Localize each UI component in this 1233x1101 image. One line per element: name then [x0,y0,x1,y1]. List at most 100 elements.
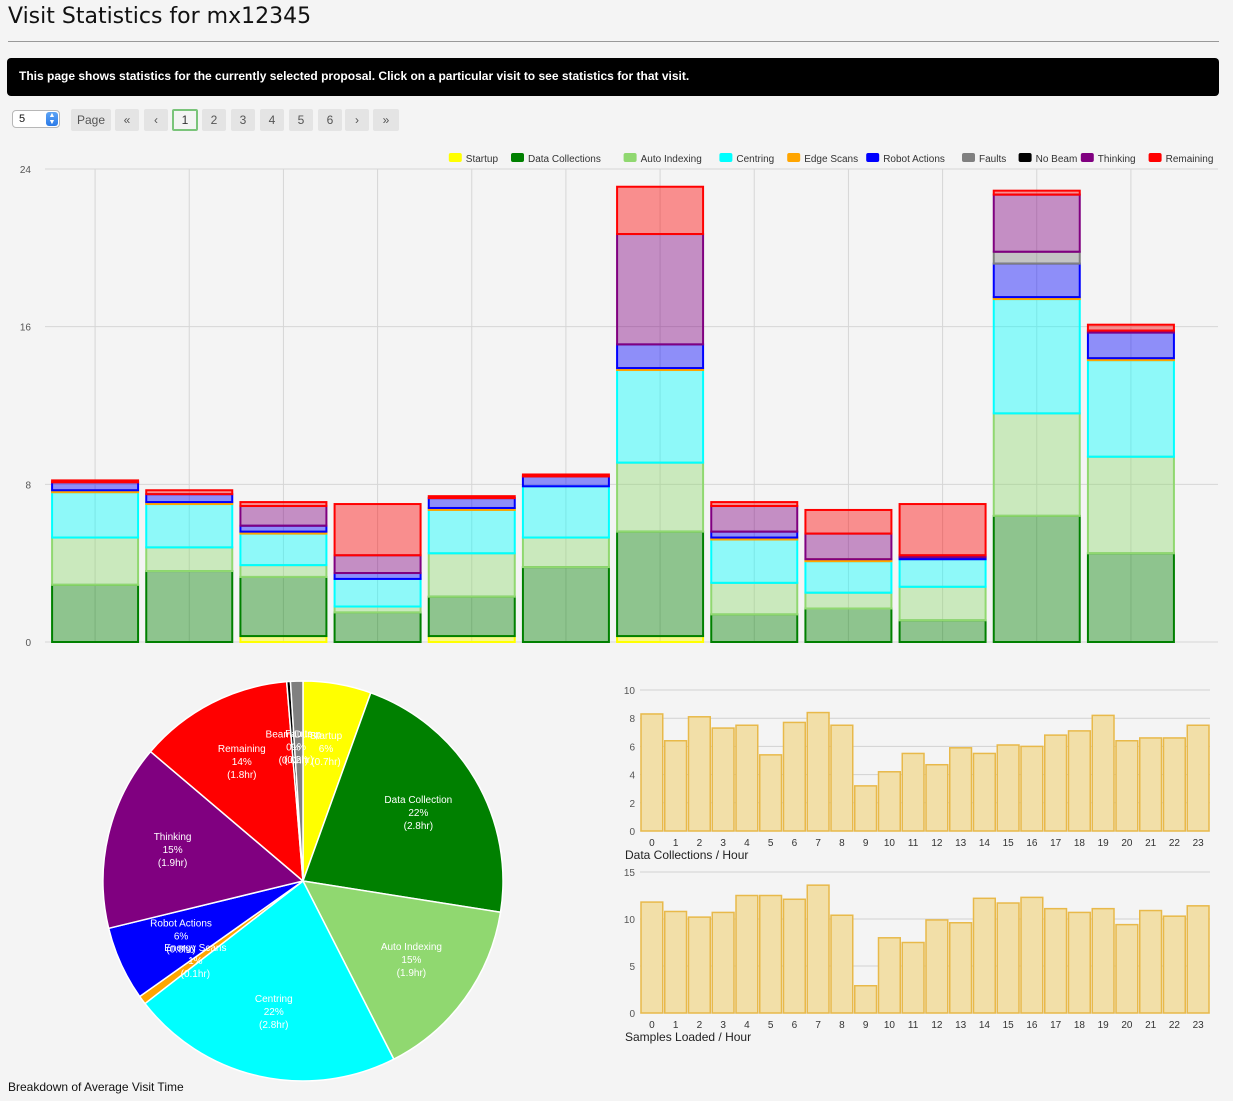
hour-bar [711,727,735,832]
y-tick-label: 15 [624,868,636,879]
stack-segment [804,607,893,643]
x-tick-label: 11 [908,1020,919,1031]
x-tick-label: 10 [884,1020,896,1031]
pie-label: (0.8hr) [166,945,195,956]
chevron-updown-icon: ▲ ▼ [46,112,58,126]
page-button-5[interactable]: 5 [289,109,313,131]
hour-bar [806,711,830,832]
stack-segment [804,560,893,594]
hour-bar [1162,915,1186,1014]
last-page-button[interactable]: » [373,109,399,131]
y-tick-label: 6 [629,742,635,753]
x-tick-label: 1 [673,1020,679,1031]
legend-swatch [1148,153,1162,162]
x-tick-label: 21 [1145,838,1157,849]
legend-swatch [962,153,975,162]
hour-bar [1091,714,1115,832]
stack-segment [239,575,328,638]
pie-label: 6% [174,932,189,943]
hour-bar [1139,737,1163,832]
stack-segment [145,570,234,643]
legend-swatch [866,153,880,162]
stack-segment [804,508,893,535]
hour-bar [1091,907,1115,1014]
pie-label: Auto Indexing [381,942,442,953]
pie-label: Faults [285,729,312,740]
x-tick-label: 13 [955,838,967,849]
stack-segment [145,546,234,573]
stack-segment [992,298,1081,415]
hour-bar [854,785,878,832]
stack-segment [239,505,328,527]
pie-slice [301,880,502,1061]
page-button-2[interactable]: 2 [202,109,226,131]
y-tick-label: 2 [629,799,635,810]
hour-bar [640,901,664,1014]
stack-segment [992,193,1081,253]
x-tick-label: 6 [792,838,798,849]
stack-segment [333,611,422,643]
x-tick-label: 7 [815,1020,821,1031]
stack-segment [616,343,705,370]
pie-label: 6% [319,744,334,755]
y-tick-label: 8 [25,480,31,491]
page-button-6[interactable]: 6 [318,109,342,131]
first-page-button[interactable]: « [115,109,139,131]
page-button-4[interactable]: 4 [260,109,284,131]
legend-swatch [1080,153,1094,162]
stack-segment [898,558,987,588]
stack-segment [616,530,705,638]
stack-segment [427,508,516,555]
info-banner: This page shows statistics for the curre… [7,58,1219,96]
y-tick-label: 0 [629,1009,635,1020]
hour-bar [735,894,759,1014]
stack-segment [710,538,799,584]
stack-segment [616,369,705,464]
stack-segment [804,532,893,561]
x-tick-label: 16 [1026,838,1038,849]
page-button-1[interactable]: 1 [172,109,198,131]
x-tick-label: 5 [768,1020,774,1031]
hour-bar [759,754,783,832]
page-button-3[interactable]: 3 [231,109,255,131]
pie-label: Remaining [218,744,266,755]
x-tick-label: 13 [955,1020,967,1031]
hour-bar [1162,737,1186,832]
x-tick-label: 11 [908,838,919,849]
stack-segment [710,581,799,616]
stack-segment [1086,323,1175,332]
stack-segment [51,479,140,484]
x-tick-label: 0 [649,1020,655,1031]
x-tick-label: 3 [720,838,726,849]
stack-segment [1086,331,1175,360]
x-tick-label: 18 [1074,1020,1086,1031]
stack-segment [992,412,1081,517]
x-tick-label: 1 [673,838,679,849]
x-tick-label: 4 [744,1020,750,1031]
hour-bar [1186,724,1210,832]
pie-label: (0.7hr) [311,757,340,768]
stack-segment [239,532,328,567]
hour-bar [664,910,688,1014]
x-tick-label: 22 [1169,1020,1181,1031]
hour-bar [925,919,949,1014]
y-tick-label: 8 [629,714,635,725]
hour-bar [925,763,949,832]
legend-swatch [787,153,801,162]
x-tick-label: 15 [1003,838,1015,849]
hour-bar [877,937,901,1014]
stack-segment [333,554,422,575]
hour-bar [687,716,711,832]
per-page-select[interactable]: 5 ▲ ▼ [12,110,60,128]
stack-segment [333,503,422,557]
stack-segment [427,495,516,500]
x-tick-label: 19 [1098,838,1110,849]
hour-bar [949,922,973,1014]
legend-swatch [511,153,524,162]
stack-segment [239,501,328,508]
next-page-button[interactable]: › [345,109,369,131]
pie-label: (0.1hr) [181,969,210,980]
prev-page-button[interactable]: ‹ [144,109,168,131]
stack-segment [710,505,799,533]
